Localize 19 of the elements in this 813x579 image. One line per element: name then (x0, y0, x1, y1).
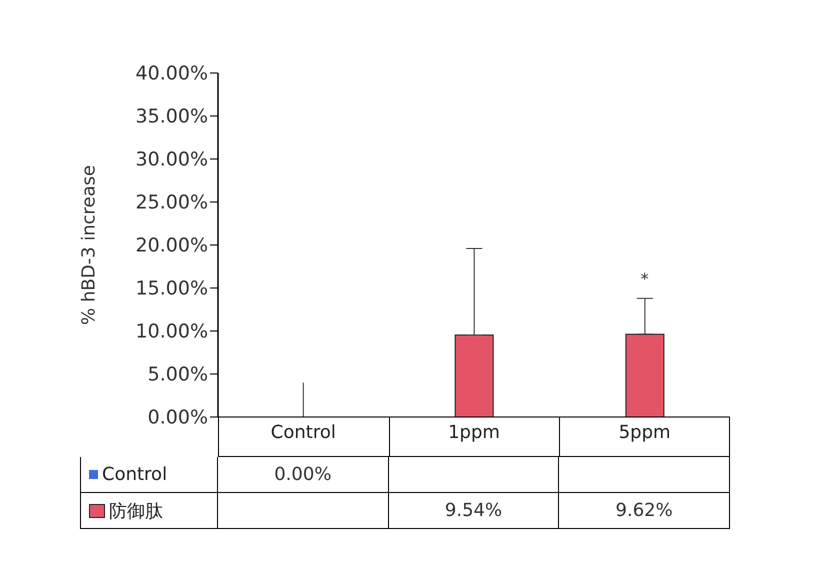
x-tick-label: Control (270, 422, 336, 443)
data-label: 0.00% (218, 457, 389, 493)
y-tick-label: 0.00% (148, 406, 208, 429)
legend-label: Control (102, 464, 168, 485)
y-tick-label: 40.00% (136, 62, 208, 85)
y-tick-label: 35.00% (136, 106, 208, 128)
y-tick-label: 20.00% (136, 234, 208, 257)
x-tick-label: 1ppm (448, 422, 500, 443)
legend-label: 防御肽 (109, 500, 163, 522)
y-axis-title: % hBD-3 increase (78, 165, 100, 325)
y-tick-label: 30.00% (136, 148, 208, 171)
y-tick-label: 25.00% (136, 192, 208, 214)
y-tick-label: 15.00% (136, 278, 208, 300)
y-tick-label: 5.00% (148, 364, 208, 386)
x-tick-label: 5ppm (618, 422, 671, 443)
data-label: 9.54% (388, 493, 560, 529)
y-tick-label: 10.00% (136, 320, 208, 343)
data-label: 9.62% (559, 493, 730, 529)
annotation: * (640, 269, 649, 288)
